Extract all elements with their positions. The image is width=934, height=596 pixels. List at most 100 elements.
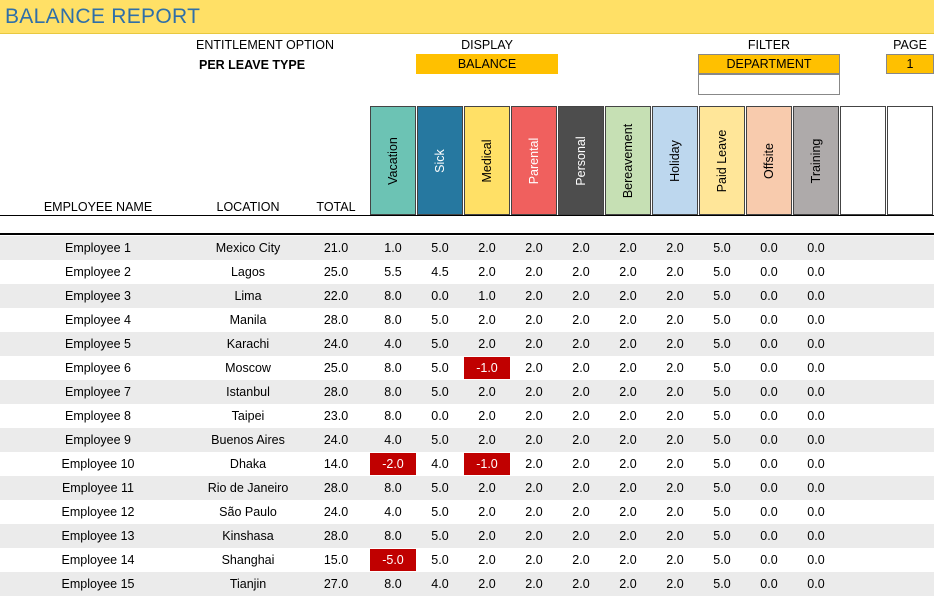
- total-cell: 24.0: [323, 433, 349, 447]
- balance-cell: 5.0: [713, 409, 731, 423]
- employee-name-cell: Employee 10: [61, 457, 135, 471]
- location-cell: Dhaka: [229, 457, 267, 471]
- balance-cell: 4.5: [431, 265, 449, 279]
- balance-cell: 2.0: [478, 409, 496, 423]
- table-row: Employee 3 Lima 22.0 8.0 0.0 1.0 2.0 2.0 2.0 2.0 5…: [0, 284, 934, 308]
- leave-header-label: Sick: [433, 148, 447, 173]
- balance-cell: -1.0: [464, 357, 510, 379]
- page-input[interactable]: 1: [886, 54, 934, 74]
- total-cell: 27.0: [323, 577, 349, 591]
- balance-cell: 5.5: [384, 265, 402, 279]
- total-cell: 24.0: [323, 505, 349, 519]
- balance-cell: 2.0: [478, 553, 496, 567]
- balance-cell: 5.0: [713, 361, 731, 375]
- balance-cell: 0.0: [807, 433, 825, 447]
- entitlement-option-value[interactable]: PER LEAVE TYPE: [199, 58, 306, 72]
- location-cell: Taipei: [231, 409, 265, 423]
- balance-cell: 2.0: [619, 289, 637, 303]
- balance-cell: 5.0: [713, 457, 731, 471]
- balance-cell: 2.0: [525, 385, 543, 399]
- employee-name-cell: Employee 14: [61, 553, 135, 567]
- balance-cell: 5.0: [431, 505, 449, 519]
- balance-cell: 2.0: [619, 313, 637, 327]
- balance-cell: 8.0: [384, 409, 402, 423]
- balance-cell: 2.0: [666, 529, 684, 543]
- leave-header-empty-10: [840, 106, 886, 215]
- total-cell: 28.0: [323, 529, 349, 543]
- balance-cell: 1.0: [478, 289, 496, 303]
- balance-cell: 8.0: [384, 313, 402, 327]
- balance-cell: -5.0: [370, 549, 416, 571]
- balance-cell: 0.0: [760, 553, 778, 567]
- balance-cell: 4.0: [384, 505, 402, 519]
- total-cell: 25.0: [323, 265, 349, 279]
- location-cell: Mexico City: [215, 241, 281, 255]
- balance-cell: 0.0: [760, 577, 778, 591]
- balance-cell: 5.0: [431, 481, 449, 495]
- balance-cell: 2.0: [666, 337, 684, 351]
- filter-value: DEPARTMENT: [726, 57, 812, 71]
- report-title: BALANCE REPORT: [5, 5, 201, 28]
- balance-cell: 2.0: [572, 265, 590, 279]
- balance-cell: 2.0: [666, 313, 684, 327]
- employee-name-cell: Employee 7: [64, 385, 131, 399]
- balance-cell: 2.0: [478, 481, 496, 495]
- total-cell: 14.0: [323, 457, 349, 471]
- balance-cell: 2.0: [619, 553, 637, 567]
- balance-cell: 2.0: [572, 337, 590, 351]
- leave-header-training: Training: [793, 106, 839, 215]
- balance-cell: 8.0: [384, 529, 402, 543]
- title-bar: BALANCE REPORT: [0, 0, 934, 34]
- balance-cell: 2.0: [666, 241, 684, 255]
- balance-cell: 0.0: [760, 481, 778, 495]
- employee-name-header: EMPLOYEE NAME: [43, 200, 153, 214]
- balance-cell: 2.0: [572, 505, 590, 519]
- balance-cell: 2.0: [619, 433, 637, 447]
- filter-sub-input[interactable]: [698, 74, 840, 95]
- leave-header-label: Medical: [480, 138, 494, 183]
- leave-header-label: Bereavement: [621, 123, 635, 198]
- balance-cell: 2.0: [572, 385, 590, 399]
- employee-name-cell: Employee 3: [64, 289, 131, 303]
- balance-cell: 0.0: [760, 361, 778, 375]
- table-row: Employee 7 Istanbul 28.0 8.0 5.0 2.0 2.0 2.0 2.0…: [0, 380, 934, 404]
- balance-cell: 0.0: [807, 457, 825, 471]
- total-cell: 28.0: [323, 481, 349, 495]
- balance-cell: 2.0: [572, 577, 590, 591]
- balance-cell: 5.0: [713, 313, 731, 327]
- balance-cell: 2.0: [666, 361, 684, 375]
- balance-cell: 2.0: [478, 337, 496, 351]
- balance-cell: 0.0: [807, 505, 825, 519]
- balance-cell: 2.0: [572, 313, 590, 327]
- balance-cell: 0.0: [760, 385, 778, 399]
- balance-cell: 2.0: [619, 265, 637, 279]
- display-select[interactable]: BALANCE: [416, 54, 558, 74]
- location-cell: Karachi: [226, 337, 270, 351]
- table-row: Employee 1 Mexico City 21.0 1.0 5.0 2.0 2.0 2.0…: [0, 236, 934, 260]
- balance-cell: 2.0: [619, 505, 637, 519]
- leave-header-holiday: Holiday: [652, 106, 698, 215]
- balance-cell: 2.0: [478, 241, 496, 255]
- balance-cell: 2.0: [572, 457, 590, 471]
- location-cell: Lima: [234, 289, 262, 303]
- balance-cell: 2.0: [666, 505, 684, 519]
- balance-cell: 0.0: [431, 409, 449, 423]
- balance-cell: 0.0: [760, 337, 778, 351]
- filter-select[interactable]: DEPARTMENT: [698, 54, 840, 74]
- employee-name-cell: Employee 2: [64, 265, 131, 279]
- balance-cell: 1.0: [384, 241, 402, 255]
- balance-cell: 0.0: [807, 409, 825, 423]
- balance-cell: 2.0: [572, 529, 590, 543]
- balance-cell: 0.0: [760, 265, 778, 279]
- balance-cell: 2.0: [666, 433, 684, 447]
- balance-cell: 2.0: [478, 385, 496, 399]
- employee-name-cell: Employee 11: [61, 481, 135, 495]
- balance-cell: 5.0: [431, 361, 449, 375]
- balance-cell: 5.0: [713, 337, 731, 351]
- table-row: Employee 2 Lagos 25.0 5.5 4.5 2.0 2.0 2.0 2.0 2.0…: [0, 260, 934, 284]
- total-cell: 25.0: [323, 361, 349, 375]
- balance-cell: 2.0: [478, 433, 496, 447]
- location-cell: Shanghai: [221, 553, 275, 567]
- balance-cell: 2.0: [478, 265, 496, 279]
- balance-cell: 0.0: [760, 409, 778, 423]
